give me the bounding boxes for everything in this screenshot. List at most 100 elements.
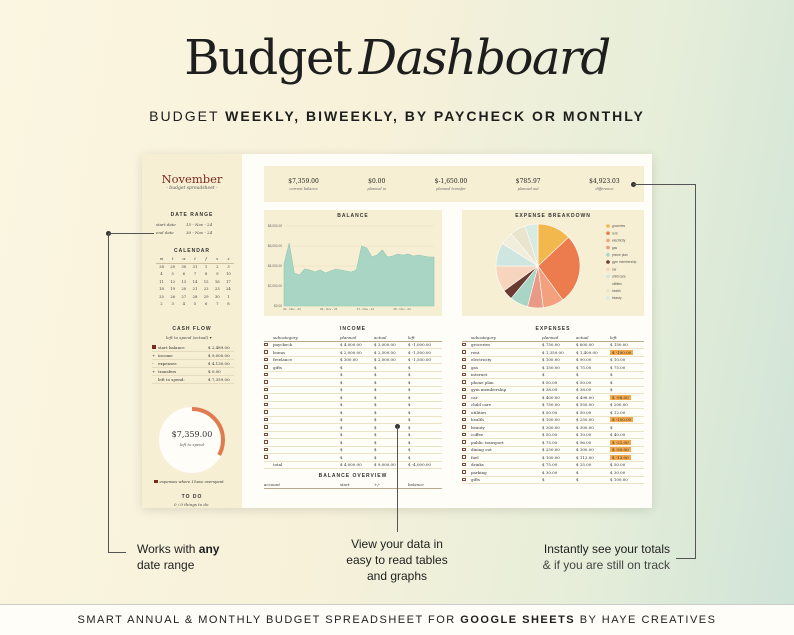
calendar-day[interactable]: 17 (226, 278, 231, 284)
expenses-actual[interactable]: $ (576, 477, 579, 483)
expenses-subcategory[interactable]: dining out (471, 447, 492, 453)
income-actual[interactable]: $ (374, 387, 377, 393)
income-planned[interactable]: $ (340, 387, 343, 393)
income-actual[interactable]: $ (374, 394, 377, 400)
checkbox-icon[interactable] (264, 425, 268, 429)
expenses-actual[interactable]: $ 1,400.00 (576, 349, 598, 355)
checkbox-icon[interactable] (264, 342, 268, 347)
expenses-subcategory[interactable]: child care (471, 402, 492, 408)
income-planned[interactable]: $ (340, 417, 343, 423)
expenses-actual[interactable]: $ 75.00 (576, 364, 592, 370)
checkbox-icon[interactable] (462, 387, 466, 392)
expenses-planned[interactable]: $ 38.00 (542, 387, 558, 393)
income-actual[interactable]: $ (374, 424, 377, 430)
expenses-subcategory[interactable]: fuel (471, 454, 479, 460)
calendar-day[interactable]: 4 (160, 271, 163, 276)
checkbox-icon[interactable] (462, 372, 466, 377)
calendar-day[interactable]: 19 (170, 286, 176, 291)
checkbox-icon[interactable] (264, 455, 268, 459)
calendar-day[interactable]: 29 (170, 263, 176, 269)
income-actual[interactable]: $ (374, 409, 377, 415)
expenses-subcategory[interactable]: internet (471, 372, 488, 378)
calendar-day[interactable]: 31 (192, 263, 198, 269)
income-planned[interactable]: $ (340, 394, 343, 400)
calendar-day[interactable]: 3 (171, 301, 174, 306)
expenses-actual[interactable]: $ 498.00 (576, 394, 594, 400)
calendar-day[interactable]: 1 (204, 263, 208, 269)
expenses-subcategory[interactable]: gym membership (471, 387, 507, 393)
expenses-planned[interactable]: $ 100.00 (542, 417, 560, 423)
expenses-actual[interactable]: $ 113.00 (576, 454, 594, 460)
expenses-planned[interactable]: $ 400.00 (542, 394, 560, 400)
checkbox-icon[interactable] (264, 410, 268, 414)
calendar-day[interactable]: 7 (216, 301, 219, 306)
income-actual[interactable]: $ (374, 372, 377, 378)
income-actual[interactable]: $ (374, 402, 377, 408)
calendar-day[interactable]: 14 (192, 278, 198, 284)
expenses-actual[interactable]: $ 550.00 (576, 402, 594, 408)
expenses-planned[interactable]: $ 50.00 (542, 379, 558, 385)
calendar-day[interactable]: 8 (204, 271, 208, 276)
income-subcategory[interactable]: freelance (273, 357, 292, 363)
calendar-day[interactable]: 20 (181, 286, 187, 291)
calendar-day[interactable]: 10 (226, 271, 231, 276)
checkbox-icon[interactable] (462, 357, 466, 362)
income-actual[interactable]: $ (374, 454, 377, 460)
income-subcategory[interactable]: paycheck (273, 342, 293, 348)
income-planned[interactable]: $ (340, 372, 343, 378)
calendar-day[interactable]: 6 (204, 301, 208, 306)
expenses-actual[interactable]: $ 50.00 (576, 379, 592, 385)
calendar-day[interactable]: 12 (170, 278, 176, 284)
calendar-day[interactable]: 5 (193, 301, 197, 306)
calendar-day[interactable]: 30 (214, 293, 220, 299)
income-actual[interactable]: $ (374, 447, 377, 453)
income-actual[interactable]: $ (374, 432, 377, 438)
income-planned[interactable]: $ (340, 409, 343, 415)
expenses-planned[interactable]: $ 150.00 (542, 364, 560, 370)
expenses-subcategory[interactable]: electricity (471, 357, 492, 363)
calendar-day[interactable]: 24 (226, 286, 231, 291)
income-actual[interactable]: $ (374, 364, 377, 370)
expenses-planned[interactable]: $ (542, 372, 545, 378)
checkbox-icon[interactable] (462, 342, 466, 347)
expenses-actual[interactable]: $ 96.00 (576, 439, 592, 445)
calendar-day[interactable]: 3 (227, 263, 230, 269)
calendar-day[interactable]: 18 (159, 286, 164, 291)
expenses-planned[interactable]: $ 750.00 (542, 402, 560, 408)
income-planned[interactable]: $ (340, 432, 343, 438)
calendar-day[interactable]: 22 (203, 286, 209, 291)
calendar-day[interactable]: 15 (203, 278, 209, 284)
income-planned[interactable]: $ (340, 439, 343, 445)
income-planned[interactable]: $ 2,000.00 (340, 349, 362, 355)
expenses-actual[interactable]: $ (576, 469, 579, 475)
checkbox-icon[interactable] (462, 470, 466, 474)
income-planned[interactable]: $ 300.00 (340, 357, 358, 363)
calendar-day[interactable]: 26 (170, 293, 176, 299)
expenses-subcategory[interactable]: coffee (471, 432, 484, 438)
expenses-actual[interactable]: $ (576, 372, 579, 378)
start-date-value[interactable]: 15 - Nov - 24 (186, 222, 213, 227)
checkbox-icon[interactable] (462, 365, 466, 369)
cash-flow-dropdown[interactable]: left to spend (actual) ▾ (166, 335, 212, 340)
expenses-subcategory[interactable]: public transport (471, 439, 504, 445)
checkbox-icon[interactable] (264, 447, 268, 452)
expenses-planned[interactable]: $ 50.00 (542, 432, 558, 438)
checkbox-icon[interactable] (462, 410, 466, 414)
expenses-actual[interactable]: $ 90.00 (576, 357, 592, 363)
calendar-day[interactable]: 1 (227, 293, 230, 299)
expenses-planned[interactable]: $ 100.00 (542, 357, 560, 363)
calendar-day[interactable]: 9 (216, 271, 219, 276)
expenses-actual[interactable]: $ 50.00 (576, 409, 592, 415)
checkbox-icon[interactable] (264, 440, 268, 444)
calendar-day[interactable]: 7 (193, 271, 197, 276)
expenses-subcategory[interactable]: groceries (471, 342, 491, 348)
calendar-day[interactable]: 5 (171, 271, 174, 276)
expenses-planned[interactable]: $ 30.00 (542, 469, 558, 475)
checkbox-icon[interactable] (264, 350, 268, 354)
calendar-day[interactable]: 30 (181, 263, 187, 269)
expenses-planned[interactable]: $ 75.00 (542, 462, 558, 468)
income-subcategory[interactable]: bonus (273, 349, 286, 355)
checkbox-icon[interactable] (264, 357, 268, 362)
income-actual[interactable]: $ 2,000.00 (374, 357, 396, 363)
checkbox-icon[interactable] (462, 440, 466, 444)
